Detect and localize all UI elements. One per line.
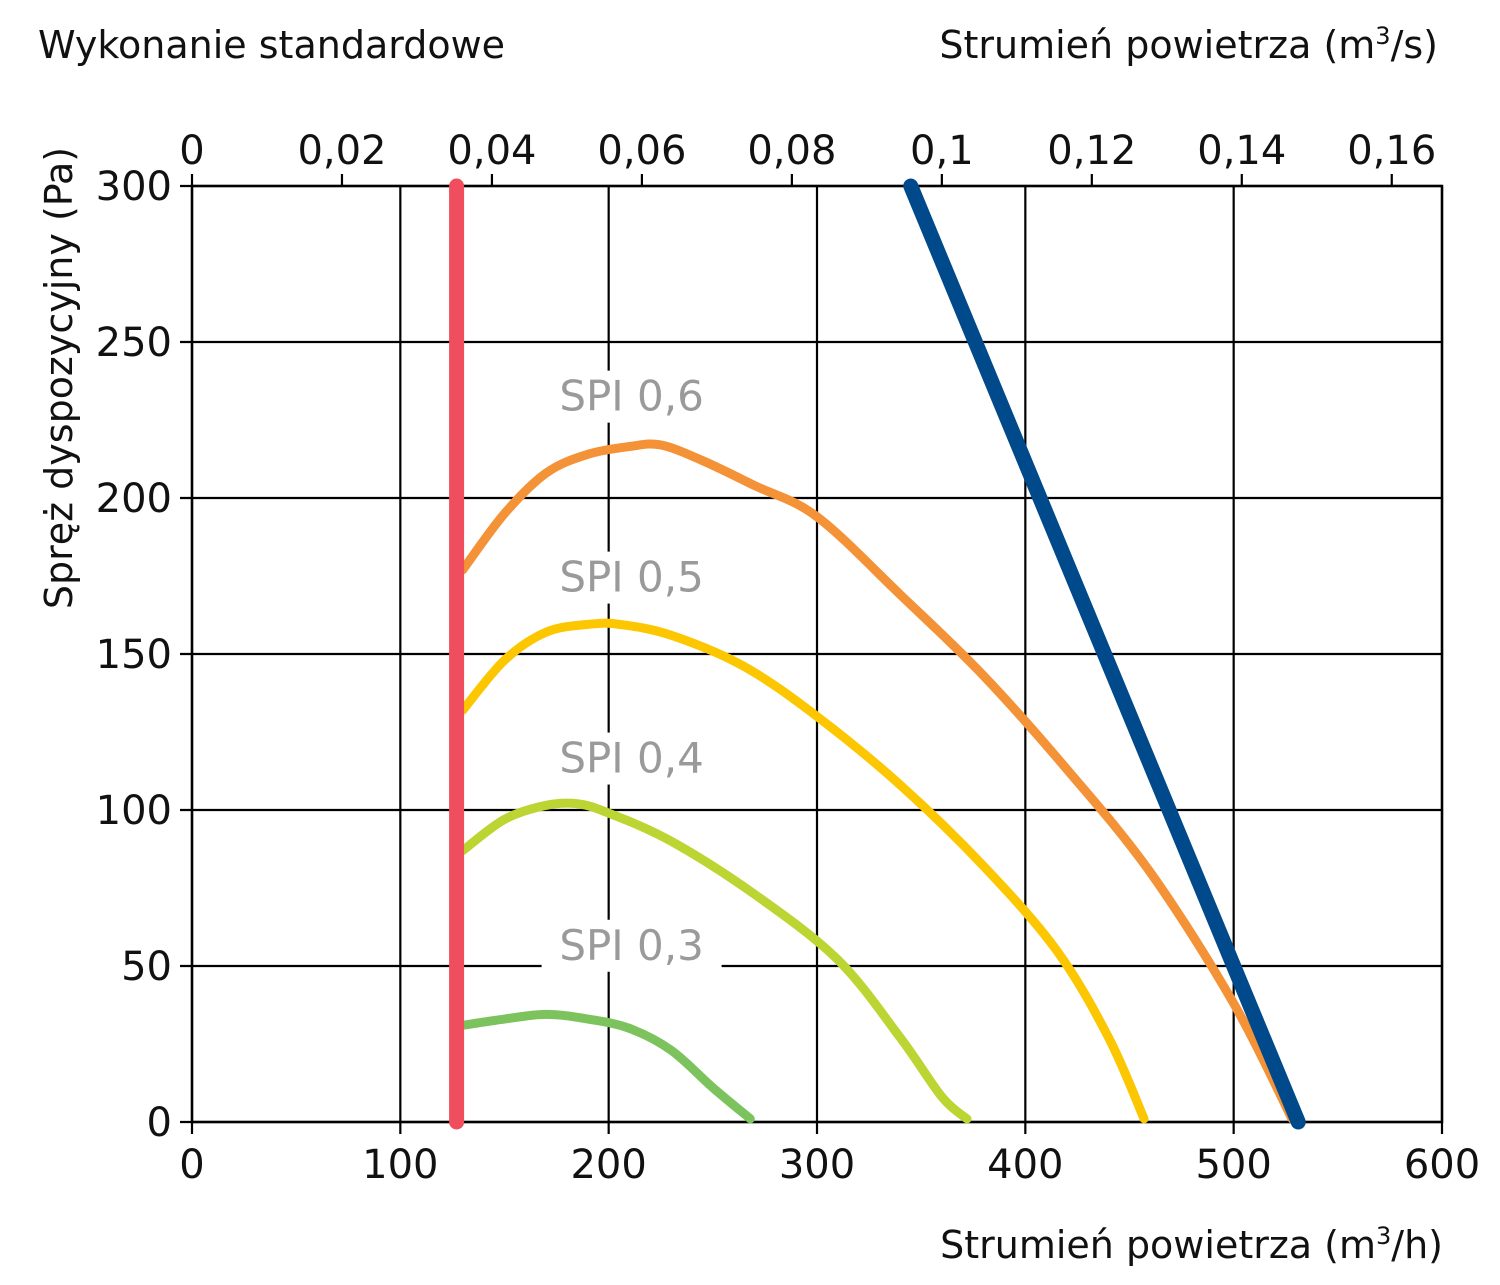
series-label-bg-spi-0-3 [541, 919, 722, 972]
series-layer [449, 178, 1306, 1130]
x2-tick-label: 0,02 [297, 128, 386, 174]
x2-tick-label: 0 [179, 128, 204, 174]
x2-tick-label: 0,08 [747, 128, 836, 174]
y-tick-label: 300 [96, 164, 172, 210]
plot-frame [190, 184, 1444, 1124]
bottom-axis-label-text: Strumień powietrza (m [940, 1223, 1376, 1267]
top-axis-label-end: /s) [1391, 23, 1438, 67]
y-tick-label: 100 [96, 788, 172, 834]
x2-tick-label: 0,12 [1047, 128, 1136, 174]
series-label-bg-spi-0-6 [541, 370, 722, 423]
x2-tick-label: 0,06 [597, 128, 686, 174]
y-tick-label: 250 [96, 320, 172, 366]
bottom-axis-label-sup: 3 [1376, 1222, 1391, 1250]
series-label-spi-0-3: SPI 0,3 [559, 921, 704, 970]
x-tick-label: 200 [570, 1142, 646, 1188]
x2-tick-label: 0,04 [447, 128, 536, 174]
x2-tick-label: 0,14 [1197, 128, 1286, 174]
series-line-spi-0-6 [458, 439, 1297, 1124]
x2-tick-label: 0,16 [1347, 128, 1436, 174]
chart-title: Wykonanie standardowe [38, 23, 505, 67]
x2-tick-label: 0,1 [910, 128, 974, 174]
series-label-spi-0-5: SPI 0,5 [559, 553, 704, 602]
top-axis-label: Strumień powietrza (m3/s) [939, 22, 1438, 67]
x-tick-label: 500 [1195, 1142, 1271, 1188]
y-tick-label: 200 [96, 476, 172, 522]
series-line-spi-0-5 [458, 618, 1149, 1124]
series-label-spi-0-6: SPI 0,6 [559, 372, 704, 421]
series-labels: SPI 0,6 SPI 0,5 SPI 0,4 SPI 0,3 [541, 370, 722, 972]
x-tick-label: 300 [779, 1142, 855, 1188]
series-label-bg-spi-0-5 [541, 551, 722, 604]
series-label-spi-0-4: SPI 0,4 [559, 734, 704, 783]
bottom-axis-label: Strumień powietrza (m3/h) [940, 1222, 1443, 1267]
series-label-bg-spi-0-4 [541, 732, 722, 785]
grid-layer [180, 174, 1444, 1134]
series-line-spi-0-4 [458, 798, 972, 1124]
series-line-spi-0-3 [458, 1009, 755, 1124]
x-tick-label: 100 [362, 1142, 438, 1188]
y-tick-label: 0 [147, 1100, 172, 1146]
x-tick-label: 400 [987, 1142, 1063, 1188]
x-tick-label: 600 [1404, 1142, 1480, 1188]
x-tick-label: 0 [179, 1142, 204, 1188]
y-tick-label: 150 [96, 632, 172, 678]
series-line-max [903, 178, 1306, 1130]
top-axis-label-sup: 3 [1375, 22, 1390, 50]
y-axis-label: Spręż dyspozycyjny (Pa) [37, 147, 81, 609]
top-axis-label-text: Strumień powietrza (m [939, 23, 1375, 67]
bottom-axis-label-end: /h) [1391, 1223, 1443, 1267]
y-tick-label: 50 [121, 944, 172, 990]
